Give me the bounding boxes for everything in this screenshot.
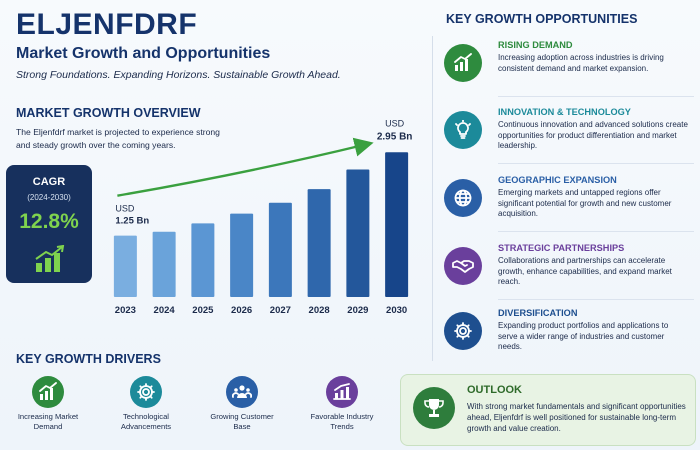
x-tick-label: 2030 bbox=[386, 305, 407, 316]
separator bbox=[498, 96, 694, 97]
driver-label-line: Trends bbox=[330, 422, 354, 431]
bar bbox=[346, 169, 370, 297]
x-tick-label: 2024 bbox=[154, 305, 176, 316]
bar bbox=[152, 231, 176, 297]
overview-title: MARKET GROWTH OVERVIEW bbox=[16, 106, 201, 120]
driver-label: Growing Customer Base bbox=[192, 412, 292, 432]
page-subtitle: Market Growth and Opportunities bbox=[16, 45, 271, 62]
data-label: USD bbox=[115, 204, 135, 214]
driver-label-line: Growing Customer bbox=[210, 412, 274, 421]
bar bbox=[230, 213, 254, 297]
overview-text: The Eljenfdrf market is projected to exp… bbox=[16, 127, 220, 150]
x-tick-label: 2026 bbox=[231, 305, 252, 316]
market-growth-chart: 2023 2024 2025 2026 2027 2028 2029 2030 USD 1.25 … bbox=[113, 118, 413, 316]
opportunity-heading: DIVERSIFICATION bbox=[498, 308, 578, 318]
driver-label-line: Increasing Market bbox=[17, 412, 79, 421]
opportunity-text: Continuous innovation and advanced solut… bbox=[498, 120, 688, 150]
cagr-card: CAGR (2024-2030) 12.8% bbox=[6, 165, 92, 283]
opportunity-heading: GEOGRAPHIC EXPANSION bbox=[498, 175, 617, 185]
opportunity-text: Collaborations and partnerships can acce… bbox=[498, 256, 672, 286]
outlook-text: With strong market fundamentals and sign… bbox=[467, 402, 686, 433]
bar bbox=[113, 235, 137, 297]
data-label: 2.95 Bn bbox=[377, 131, 413, 142]
outlook-card: OUTLOOK With strong market fundamentals … bbox=[400, 374, 696, 446]
opportunity-heading: INNOVATION & TECHNOLOGY bbox=[498, 107, 631, 117]
bar bbox=[268, 202, 292, 297]
driver-label: Technological Advancements bbox=[96, 412, 196, 432]
data-label: 1.25 Bn bbox=[115, 216, 149, 227]
chart-up-icon bbox=[444, 44, 482, 82]
lightbulb-icon bbox=[444, 111, 482, 149]
driver-label-line: Technological bbox=[122, 412, 169, 421]
outlook-heading: OUTLOOK bbox=[467, 384, 522, 396]
bar bbox=[307, 189, 331, 297]
trend-icon bbox=[326, 376, 358, 408]
globe-icon bbox=[444, 179, 482, 217]
cagr-years: (2024-2030) bbox=[27, 193, 71, 202]
driver-item: Increasing Market Demand bbox=[0, 376, 98, 432]
opportunity-text: Emerging markets and untapped regions of… bbox=[498, 188, 672, 218]
driver-item: Growing Customer Base bbox=[192, 376, 292, 432]
driver-label: Favorable Industry Trends bbox=[292, 412, 392, 432]
tagline: Strong Foundations. Expanding Horizons. … bbox=[16, 69, 341, 81]
separator bbox=[498, 299, 694, 300]
driver-label-line: Advancements bbox=[120, 422, 172, 431]
opportunity-text: Expanding product portfolios and applica… bbox=[498, 321, 669, 351]
data-label: USD bbox=[385, 118, 405, 128]
separator bbox=[498, 231, 694, 232]
x-tick-label: 2027 bbox=[270, 305, 291, 316]
opportunity-heading: RISING DEMAND bbox=[498, 40, 573, 50]
x-tick-label: 2029 bbox=[347, 305, 368, 316]
people-icon bbox=[226, 376, 258, 408]
growth-bars-icon bbox=[35, 245, 65, 272]
opportunity-heading: STRATEGIC PARTNERSHIPS bbox=[498, 243, 625, 253]
x-tick-label: 2023 bbox=[115, 305, 136, 316]
page-title: ELJENFDRF bbox=[16, 8, 198, 41]
gear-icon bbox=[444, 312, 482, 350]
driver-label: Increasing Market Demand bbox=[0, 412, 98, 432]
cagr-value: 12.8% bbox=[19, 210, 79, 233]
opportunity-text: Increasing adoption across industries is… bbox=[498, 53, 664, 73]
driver-label-line: Base bbox=[233, 422, 251, 431]
trophy-icon bbox=[413, 387, 455, 429]
separator bbox=[498, 163, 694, 164]
chart-up-icon bbox=[32, 376, 64, 408]
opportunities-title: KEY GROWTH OPPORTUNITIES bbox=[446, 12, 638, 26]
driver-item: Technological Advancements bbox=[96, 376, 196, 432]
gear-icon bbox=[130, 376, 162, 408]
cagr-label: CAGR bbox=[32, 176, 66, 188]
divider bbox=[432, 36, 433, 361]
x-tick-label: 2025 bbox=[192, 305, 214, 316]
x-tick-label: 2028 bbox=[309, 305, 330, 316]
driver-label-line: Demand bbox=[33, 422, 63, 431]
bar bbox=[191, 223, 215, 297]
drivers-title: KEY GROWTH DRIVERS bbox=[16, 352, 161, 366]
driver-item: Favorable Industry Trends bbox=[292, 376, 392, 432]
trend-arrow bbox=[117, 137, 374, 197]
bar bbox=[385, 152, 409, 297]
driver-label-line: Favorable Industry bbox=[310, 412, 374, 421]
handshake-icon bbox=[444, 247, 482, 285]
